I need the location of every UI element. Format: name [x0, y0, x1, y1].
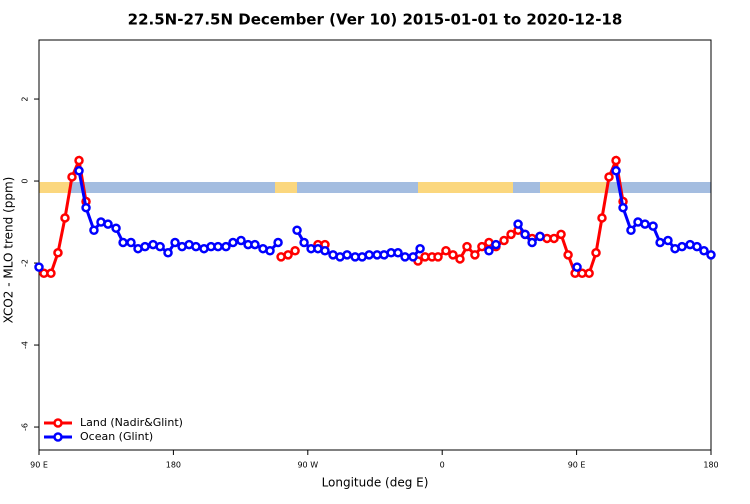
x-tick-label: 180 [166, 461, 181, 470]
data-point [290, 245, 300, 256]
chart-title: 22.5N-27.5N December (Ver 10) 2015-01-01… [128, 11, 623, 29]
data-point [699, 245, 709, 256]
map-strip [39, 182, 711, 193]
data-point [513, 219, 523, 229]
data-point [74, 166, 84, 176]
land-strip [418, 182, 513, 193]
data-point [118, 237, 128, 248]
data-point [448, 250, 458, 260]
land-strip [39, 182, 69, 193]
data-point [320, 245, 330, 256]
plot-frame [38, 39, 712, 451]
y-tick-label: -6 [21, 423, 30, 431]
data-point [663, 235, 673, 246]
data-point [89, 225, 99, 235]
data-point [441, 245, 451, 256]
y-tick-label: 0 [21, 178, 30, 183]
data-point [46, 268, 56, 279]
data-point [706, 250, 716, 260]
data-point [618, 202, 628, 213]
x-axis-label: Longitude (deg E) [322, 476, 429, 490]
data-point [520, 229, 530, 240]
data-point [74, 155, 84, 166]
y-tick-label: 2 [21, 96, 30, 101]
y-tick-label: -2 [21, 259, 30, 267]
data-point [506, 229, 516, 240]
data-point [477, 241, 487, 252]
data-point [292, 225, 302, 235]
data-point [111, 223, 121, 233]
x-tick-label: 90 W [297, 461, 318, 470]
data-point [648, 221, 658, 231]
data-point [81, 202, 91, 213]
data-point [535, 231, 545, 242]
data-point [470, 250, 480, 260]
data-point [527, 237, 537, 248]
data-point [103, 219, 113, 229]
legend-marker [53, 418, 63, 428]
data-point [433, 252, 443, 262]
land-strip [540, 182, 606, 193]
x-tick-label: 0 [440, 461, 445, 470]
legend-label: Land (Nadir&Glint) [80, 416, 183, 429]
ocean-strip [39, 182, 711, 193]
data-point [556, 229, 566, 240]
data-point [126, 237, 136, 248]
land-strip [275, 182, 297, 193]
data-point [400, 252, 410, 262]
data-point [677, 241, 687, 252]
data-point [60, 213, 70, 223]
legend-marker [53, 432, 63, 442]
data-point [499, 235, 509, 246]
data-point [250, 239, 260, 250]
data-point [236, 235, 246, 246]
data-point [692, 241, 702, 252]
data-point [455, 254, 465, 264]
data-point [655, 237, 665, 248]
data-point [221, 241, 231, 252]
data-point [299, 237, 309, 248]
data-point [53, 248, 63, 258]
data-point [408, 252, 418, 262]
data-point [604, 172, 614, 182]
data-point [34, 262, 44, 272]
y-axis-label: XCO2 - MLO trend (ppm) [2, 177, 16, 324]
data-point [591, 248, 601, 258]
data-point [640, 219, 650, 229]
data-point [462, 241, 472, 252]
data-point [563, 250, 573, 260]
data-point [364, 250, 374, 260]
data-point [549, 233, 559, 244]
legend-label: Ocean (Glint) [80, 430, 153, 443]
y-tick-label: -4 [21, 341, 30, 349]
data-point [572, 262, 582, 272]
x-tick-label: 90 E [30, 461, 48, 470]
x-tick-label: 180 [703, 461, 718, 470]
data-point [273, 237, 283, 248]
data-point [342, 250, 352, 260]
data-point [626, 225, 636, 235]
data-point [584, 268, 594, 279]
x-tick-label: 90 E [568, 461, 586, 470]
data-point [597, 213, 607, 223]
data-point [140, 241, 150, 252]
data-point [228, 237, 238, 248]
data-point [67, 172, 77, 182]
data-point [393, 248, 403, 258]
data-point [191, 241, 201, 252]
data-point [155, 241, 165, 252]
data-point [611, 166, 621, 176]
data-point [484, 245, 494, 256]
data-point [283, 250, 293, 260]
data-point [163, 248, 173, 258]
data-point [611, 155, 621, 166]
data-point [415, 243, 425, 254]
data-point [491, 239, 501, 250]
data-point [265, 245, 275, 256]
data-point [170, 237, 180, 248]
data-point [213, 241, 223, 252]
